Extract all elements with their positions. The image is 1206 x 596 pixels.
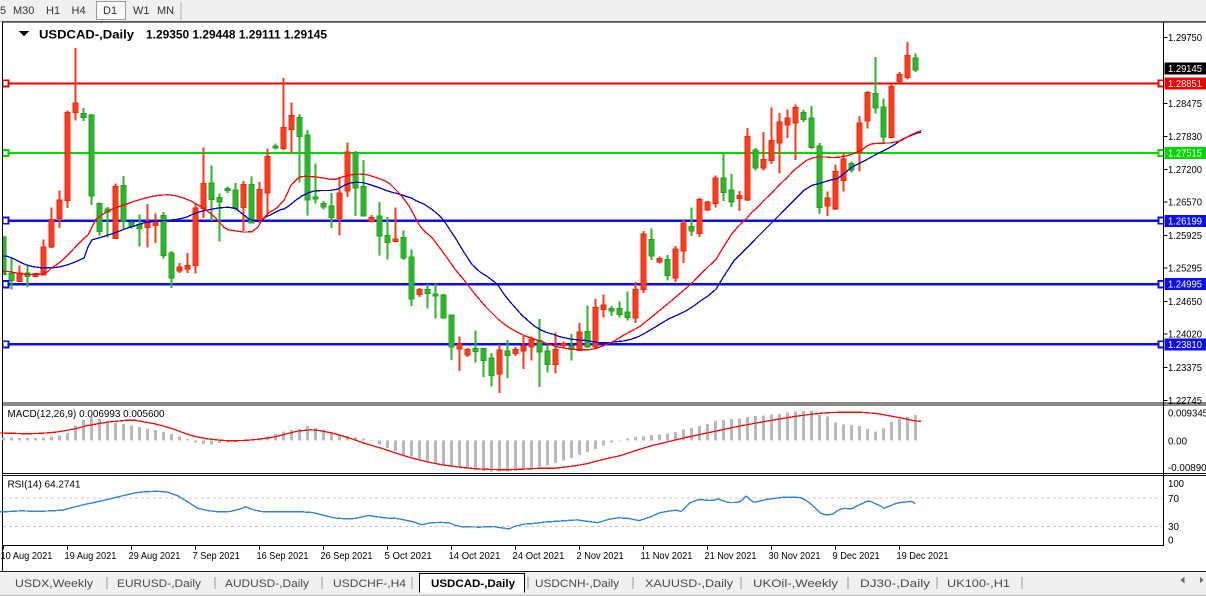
svg-text:H1: H1 (46, 5, 60, 17)
svg-text:USDCNH-,Daily: USDCNH-,Daily (535, 578, 620, 590)
svg-text:UK100-,H1: UK100-,H1 (947, 578, 1010, 590)
svg-text:100: 100 (1168, 478, 1184, 490)
svg-text:1.23810: 1.23810 (1168, 339, 1202, 351)
svg-text:29 Aug 2021: 29 Aug 2021 (129, 550, 181, 562)
svg-text:1.25295: 1.25295 (1168, 262, 1202, 274)
svg-text:11 Nov 2021: 11 Nov 2021 (641, 550, 693, 562)
svg-text:0.009345: 0.009345 (1168, 408, 1206, 420)
svg-text:0.00: 0.00 (1168, 436, 1187, 448)
svg-text:W1: W1 (133, 5, 150, 17)
svg-text:1.26570: 1.26570 (1168, 196, 1202, 208)
svg-text:1.24020: 1.24020 (1168, 328, 1202, 340)
svg-text:30 Nov 2021: 30 Nov 2021 (769, 550, 821, 562)
svg-text:19 Dec 2021: 19 Dec 2021 (897, 550, 949, 562)
svg-text:USDCAD-,Daily: USDCAD-,Daily (39, 28, 134, 42)
svg-text:1.23375: 1.23375 (1168, 362, 1202, 374)
svg-text:1.27515: 1.27515 (1168, 147, 1202, 159)
svg-text:H4: H4 (72, 5, 86, 17)
svg-text:1.24995: 1.24995 (1168, 279, 1202, 291)
svg-text:10 Aug 2021: 10 Aug 2021 (1, 550, 53, 562)
svg-text:USDCHF-,H4: USDCHF-,H4 (333, 578, 406, 590)
svg-text:1.29750: 1.29750 (1168, 32, 1202, 44)
svg-text:1.29350 1.29448 1.29111 1.2914: 1.29350 1.29448 1.29111 1.29145 (146, 30, 328, 42)
svg-text:9 Dec 2021: 9 Dec 2021 (833, 550, 880, 562)
svg-text:7 Sep 2021: 7 Sep 2021 (193, 550, 240, 562)
svg-text:30: 30 (1168, 521, 1179, 533)
svg-text:0: 0 (1168, 535, 1174, 547)
svg-text:5: 5 (0, 5, 6, 17)
svg-text:70: 70 (1168, 493, 1179, 505)
svg-text:UKOil-,Weekly: UKOil-,Weekly (753, 578, 839, 590)
svg-text:16 Sep 2021: 16 Sep 2021 (257, 550, 309, 562)
svg-text:D1: D1 (103, 5, 117, 17)
svg-text:1.27830: 1.27830 (1168, 131, 1202, 143)
svg-text:MN: MN (157, 5, 174, 17)
svg-text:1.28851: 1.28851 (1168, 78, 1202, 90)
svg-text:XAUUSD-,Daily: XAUUSD-,Daily (645, 578, 734, 590)
svg-text:19 Aug 2021: 19 Aug 2021 (65, 550, 117, 562)
svg-text:1.29145: 1.29145 (1168, 63, 1202, 75)
svg-text:USDX,Weekly: USDX,Weekly (15, 578, 94, 590)
svg-text:26 Sep 2021: 26 Sep 2021 (321, 550, 373, 562)
svg-text:RSI(14) 64.2741: RSI(14) 64.2741 (8, 479, 81, 491)
svg-text:1.26199: 1.26199 (1168, 216, 1202, 228)
svg-text:1.27200: 1.27200 (1168, 164, 1202, 176)
svg-text:1.24650: 1.24650 (1168, 296, 1202, 308)
svg-text:AUDUSD-,Daily: AUDUSD-,Daily (225, 578, 310, 590)
svg-text:-0.008902: -0.008902 (1168, 462, 1206, 474)
svg-text:1.28475: 1.28475 (1168, 98, 1202, 110)
svg-text:USDCAD-,Daily: USDCAD-,Daily (431, 578, 516, 590)
svg-text:EURUSD-,Daily: EURUSD-,Daily (117, 578, 202, 590)
svg-text:DJ30-,Daily: DJ30-,Daily (860, 578, 931, 590)
svg-text:21 Nov 2021: 21 Nov 2021 (705, 550, 757, 562)
svg-text:24 Oct 2021: 24 Oct 2021 (513, 550, 565, 562)
svg-text:1.22745: 1.22745 (1168, 395, 1202, 407)
svg-text:M30: M30 (13, 5, 34, 17)
svg-text:14 Oct 2021: 14 Oct 2021 (449, 550, 501, 562)
svg-text:MACD(12,26,9) 0.006993 0.00560: MACD(12,26,9) 0.006993 0.005600 (8, 408, 165, 420)
svg-text:1.25925: 1.25925 (1168, 230, 1202, 242)
svg-text:2 Nov 2021: 2 Nov 2021 (577, 550, 624, 562)
svg-text:5 Oct 2021: 5 Oct 2021 (385, 550, 432, 562)
